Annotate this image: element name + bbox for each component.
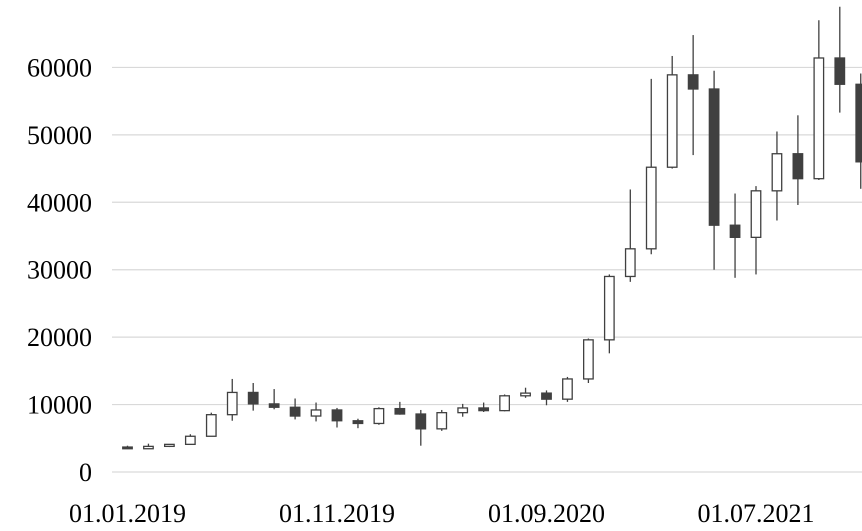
gridlines <box>112 66 862 473</box>
x-tick-label: 01.01.2019 <box>69 499 186 528</box>
y-tick-label: 30000 <box>27 256 92 285</box>
candle <box>457 403 469 417</box>
candle-body-down <box>268 403 280 408</box>
candle <box>520 387 531 398</box>
candle <box>813 20 825 181</box>
candle <box>268 389 280 410</box>
x-tick-label: 01.11.2019 <box>279 499 395 528</box>
candle <box>352 418 364 429</box>
candle-body-up <box>771 153 783 192</box>
candle-body-down <box>792 153 804 180</box>
candle <box>834 6 846 113</box>
candle <box>603 274 615 354</box>
y-tick-label: 20000 <box>27 323 92 352</box>
candles <box>122 6 862 450</box>
candle <box>415 409 427 446</box>
candle <box>499 394 511 412</box>
candle <box>331 407 343 428</box>
candle-body-down <box>394 407 406 415</box>
candle <box>122 445 133 450</box>
candle-body-down <box>247 391 259 405</box>
candle-body-up <box>562 378 573 400</box>
y-tick-label: 60000 <box>27 53 92 82</box>
candle <box>184 434 196 446</box>
candle-body-down <box>289 406 301 417</box>
candle-body-down <box>352 420 364 425</box>
candle <box>708 70 720 270</box>
x-tick-label: 01.07.2021 <box>698 499 815 528</box>
y-tick-label: 0 <box>79 458 92 487</box>
candle-body-down <box>834 57 846 85</box>
candle <box>478 402 490 412</box>
candle-body-up <box>310 409 322 417</box>
candle-body-up <box>750 190 762 238</box>
candle-body-up <box>666 74 678 168</box>
candle <box>562 376 573 402</box>
candle <box>750 186 762 275</box>
candle <box>666 55 678 169</box>
candle-body-up <box>373 407 385 425</box>
candle-body-up <box>813 57 825 180</box>
candle-body-down <box>478 407 490 412</box>
candle <box>687 35 699 156</box>
candle-body-up <box>603 275 615 341</box>
candle <box>855 73 862 189</box>
candle <box>247 382 259 411</box>
candle <box>143 443 154 450</box>
y-axis-tick-labels: 0 10000 20000 30000 40000 50000 60000 <box>27 53 92 487</box>
y-tick-label: 10000 <box>27 391 92 420</box>
candle-body-down <box>122 446 133 450</box>
candle-body-down <box>687 74 699 90</box>
candle <box>163 443 175 448</box>
candle <box>541 390 552 406</box>
candle <box>394 401 406 415</box>
candle-body-up <box>205 414 217 437</box>
candle <box>436 409 448 431</box>
candle-body-up <box>184 435 196 446</box>
candle <box>205 412 217 437</box>
candle <box>289 398 301 420</box>
candle <box>771 131 783 221</box>
candle-body-up <box>583 339 594 380</box>
y-tick-label: 40000 <box>27 188 92 217</box>
candle-body-up <box>645 166 657 250</box>
candle <box>729 193 741 278</box>
candle-body-up <box>457 407 469 414</box>
candle-body-down <box>708 88 720 226</box>
candle-body-up <box>143 445 154 450</box>
candle-body-down <box>415 413 427 430</box>
candle <box>583 338 594 383</box>
candle <box>792 115 804 205</box>
candle-body-up <box>520 392 531 397</box>
candle-body-down <box>855 83 862 163</box>
candle-body-up <box>499 395 511 412</box>
candle <box>624 189 636 282</box>
x-axis-tick-labels: 01.01.2019 01.11.2019 01.09.2020 01.07.2021 <box>69 499 815 528</box>
x-tick-label: 01.09.2020 <box>488 499 605 528</box>
candle <box>645 78 657 255</box>
candle-body-up <box>624 248 636 278</box>
candle <box>373 407 385 425</box>
candle-body-up <box>163 443 175 448</box>
y-tick-label: 50000 <box>27 121 92 150</box>
candle-body-down <box>541 392 552 400</box>
candle-body-down <box>331 409 343 422</box>
candle-body-up <box>436 412 448 430</box>
candle <box>226 378 238 421</box>
candle <box>310 402 322 422</box>
candle-body-down <box>729 224 741 238</box>
candle-body-up <box>226 391 238 416</box>
